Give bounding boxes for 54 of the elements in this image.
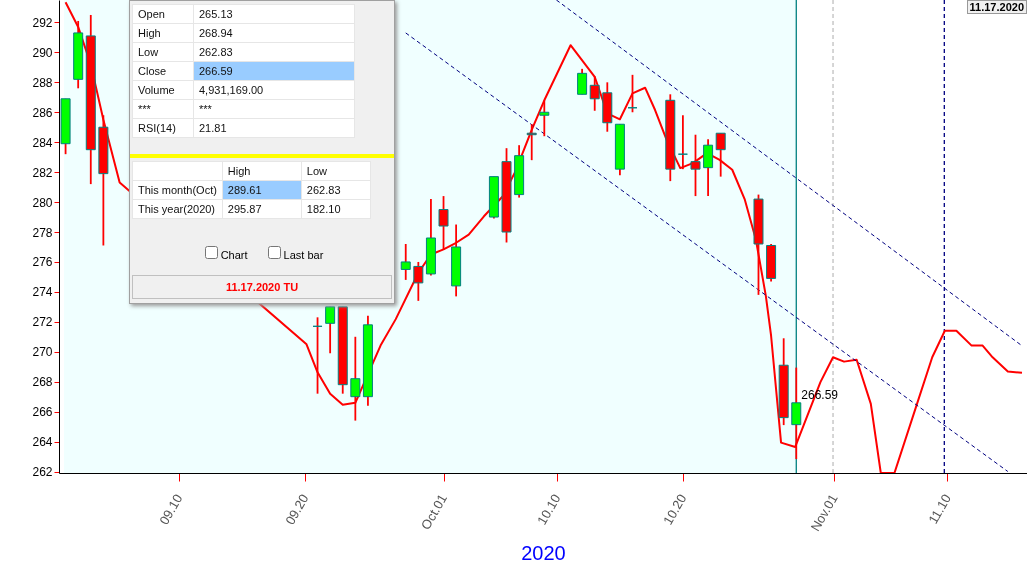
y-tick-label: 284 [32, 135, 53, 150]
annotation: 266.59 [193, 61, 355, 81]
annotation: 295.87 [222, 199, 302, 219]
candlestick [589, 75, 600, 112]
annotation: High [132, 23, 194, 43]
x-axis-title: 2020 [521, 541, 566, 564]
annotation: Close [132, 61, 194, 81]
annotation: 4,931,169.00 [193, 80, 355, 100]
candlestick [400, 243, 411, 281]
annotation: Low [132, 42, 194, 62]
y-tick-label: 268 [32, 375, 53, 390]
annotation: 21.81 [193, 118, 355, 138]
annotation: This year(2020) [132, 199, 223, 219]
candlestick [703, 138, 714, 197]
y-tick-label: 274 [32, 285, 53, 300]
y-tick-label: 272 [32, 315, 53, 330]
y-tick-label: 278 [32, 225, 53, 240]
annotation: 182.10 [301, 199, 371, 219]
y-tick-label: 276 [32, 255, 53, 270]
y-tick-label: 270 [32, 345, 53, 360]
candlestick [577, 67, 588, 96]
annotation: 289.61 [222, 180, 302, 200]
candlestick [438, 195, 449, 251]
annotation: Low [301, 161, 371, 181]
annotation: This month(Oct) [132, 180, 223, 200]
annotation: 11.17.2020 TU [132, 275, 392, 299]
annotation: 265.13 [193, 4, 355, 24]
annotation: Open [132, 4, 194, 24]
candlestick [539, 99, 550, 138]
annotation: Chart [219, 249, 248, 261]
annotation: 268.94 [193, 23, 355, 43]
y-tick-label: 282 [32, 165, 53, 180]
annotation: *** [132, 99, 194, 119]
candlestick [413, 261, 424, 302]
annotation: 262.83 [193, 42, 355, 62]
candlestick [690, 133, 701, 197]
y-tick-label: 266 [32, 405, 53, 420]
annotation: 262.83 [301, 180, 371, 200]
y-tick-label: 288 [32, 75, 53, 90]
annotation: *** [193, 99, 355, 119]
candlestick [325, 305, 336, 355]
annotation: Last bar [282, 249, 324, 261]
y-tick-label: 290 [32, 45, 53, 60]
annotation: 11.17.2020 [966, 0, 1027, 14]
candlestick [350, 335, 361, 422]
y-tick-label: 264 [32, 435, 53, 450]
candlestick [715, 132, 726, 178]
y-tick-label: 292 [32, 15, 53, 30]
annotation: Volume [132, 80, 194, 100]
annotation: High [222, 161, 302, 181]
y-tick-label: 286 [32, 105, 53, 120]
y-tick-label: 280 [32, 195, 53, 210]
y-tick-label: 262 [32, 465, 53, 479]
annotation: RSI(14) [132, 118, 194, 138]
